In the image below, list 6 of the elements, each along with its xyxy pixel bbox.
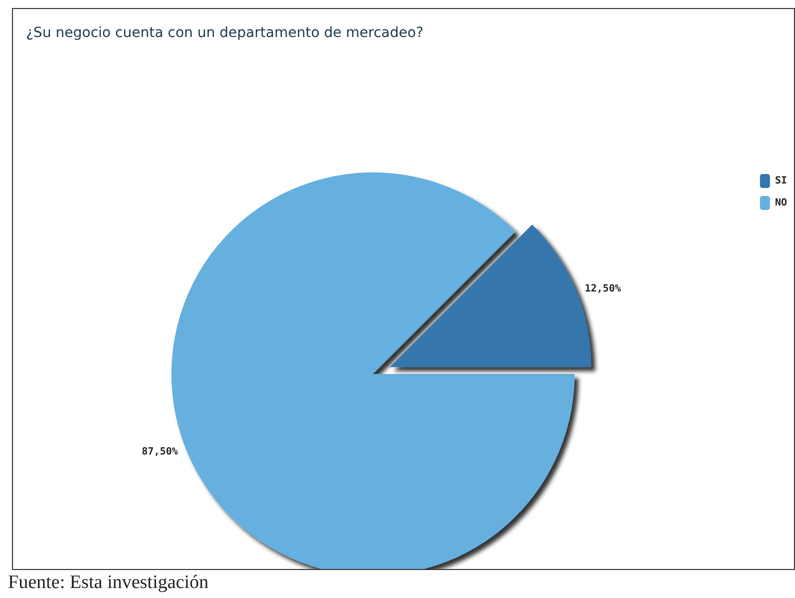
chart-title: ¿Su negocio cuenta con un departamento de mercadeo? [26,25,424,41]
data-label: 87,50% [142,446,178,458]
legend-label: SI [774,176,788,186]
legend-label: NO [774,198,788,208]
data-label: 12,50% [584,284,621,295]
source-note: Fuente: Esta investigación [0,572,217,594]
